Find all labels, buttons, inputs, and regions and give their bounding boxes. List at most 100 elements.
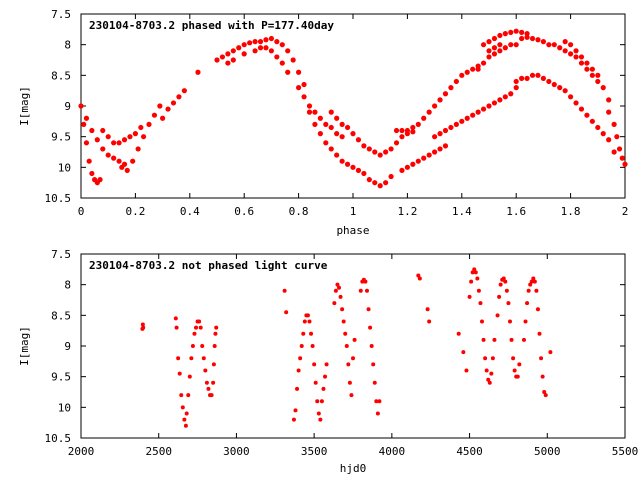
data-point xyxy=(542,390,547,394)
data-point xyxy=(317,115,323,121)
x-tick-label: 1.8 xyxy=(561,205,581,218)
data-point xyxy=(344,344,349,348)
data-point xyxy=(212,344,217,348)
data-point xyxy=(573,54,579,60)
data-point xyxy=(182,417,187,422)
data-point xyxy=(524,31,530,37)
data-point xyxy=(121,137,128,143)
data-point xyxy=(606,137,612,143)
data-points xyxy=(78,28,628,189)
data-point xyxy=(534,288,539,293)
data-point xyxy=(338,294,343,299)
data-point xyxy=(184,411,189,416)
data-point xyxy=(375,411,380,416)
data-point xyxy=(486,103,492,109)
data-point xyxy=(285,69,291,75)
data-point xyxy=(316,411,321,416)
y-tick-label: 8.5 xyxy=(51,309,71,322)
data-point xyxy=(562,39,568,45)
x-tick-label: 0 xyxy=(78,205,85,218)
x-tick-label: 1.2 xyxy=(397,205,417,218)
data-point xyxy=(509,337,514,342)
data-point xyxy=(491,100,498,106)
data-point xyxy=(310,344,315,348)
data-point xyxy=(480,106,487,112)
data-point xyxy=(312,121,318,127)
data-point xyxy=(606,109,612,115)
data-point xyxy=(393,127,400,134)
data-point xyxy=(616,146,623,152)
data-point xyxy=(141,325,146,330)
data-point xyxy=(86,158,92,164)
data-point xyxy=(138,124,144,131)
data-point xyxy=(584,60,590,66)
data-point xyxy=(328,109,334,115)
data-point xyxy=(124,167,130,173)
data-point xyxy=(157,103,163,109)
data-point xyxy=(532,279,537,284)
data-point xyxy=(374,399,379,404)
data-point xyxy=(502,31,508,37)
data-point xyxy=(111,140,117,146)
x-tick-label: 5000 xyxy=(534,445,561,458)
data-point xyxy=(480,319,485,324)
data-point xyxy=(573,48,579,54)
x-tick-label: 3000 xyxy=(223,445,250,458)
data-point xyxy=(351,356,355,361)
data-point xyxy=(464,69,470,75)
data-point xyxy=(478,301,483,306)
data-point xyxy=(317,131,323,137)
data-point xyxy=(383,149,389,155)
data-point xyxy=(489,371,494,376)
data-point xyxy=(614,134,620,140)
data-point xyxy=(116,140,122,146)
data-point xyxy=(100,127,106,134)
data-point xyxy=(236,45,242,51)
data-point xyxy=(377,152,383,158)
data-point xyxy=(453,78,459,85)
y-tick-label: 9 xyxy=(64,340,71,353)
data-point xyxy=(309,331,314,336)
data-point xyxy=(268,35,274,42)
data-point xyxy=(111,155,117,161)
data-point xyxy=(426,109,432,115)
data-point xyxy=(371,362,376,367)
data-point xyxy=(290,57,296,63)
data-point xyxy=(81,121,87,127)
data-point xyxy=(200,344,205,348)
data-point xyxy=(323,374,328,379)
y-tick-label: 10.5 xyxy=(45,432,72,445)
data-point xyxy=(279,60,285,66)
x-tick-label: 3500 xyxy=(301,445,328,458)
data-point xyxy=(480,60,487,66)
data-point xyxy=(334,131,340,137)
data-point xyxy=(274,54,280,60)
data-point xyxy=(562,88,568,94)
data-point xyxy=(151,112,158,118)
data-point xyxy=(140,134,147,140)
y-axis-label: I[mag] xyxy=(18,86,31,126)
data-point xyxy=(492,337,497,342)
data-point xyxy=(611,121,617,127)
data-point xyxy=(497,32,503,39)
data-point xyxy=(323,121,329,127)
data-point xyxy=(301,94,307,100)
data-point xyxy=(174,325,179,330)
data-point xyxy=(285,48,291,54)
y-tick-label: 8 xyxy=(64,279,71,292)
data-point xyxy=(568,94,574,100)
data-point xyxy=(105,134,111,140)
data-point xyxy=(504,288,509,293)
data-point xyxy=(535,72,541,78)
data-point xyxy=(355,167,362,173)
data-point xyxy=(497,42,503,48)
data-point xyxy=(525,301,530,306)
data-point xyxy=(388,173,394,180)
data-point xyxy=(475,109,481,115)
data-point xyxy=(225,60,231,66)
data-point xyxy=(274,39,280,45)
data-point xyxy=(146,121,152,127)
data-point xyxy=(410,129,416,135)
data-point xyxy=(350,131,356,137)
data-point xyxy=(578,60,585,66)
